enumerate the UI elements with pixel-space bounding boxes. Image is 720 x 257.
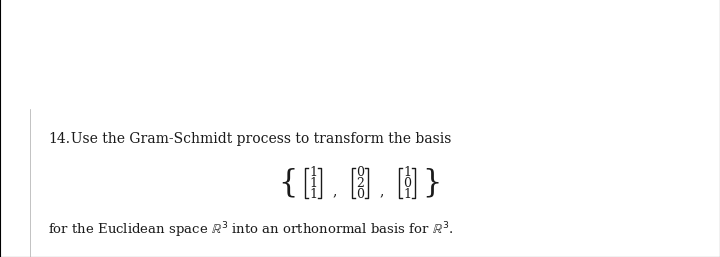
Text: α: α [417,82,424,92]
Text: ⊞: ⊞ [309,82,318,92]
Text: ▾: ▾ [325,82,330,92]
Text: 0: 0 [403,177,411,190]
Text: Tools: Tools [22,42,47,52]
Text: for the Euclidean space $\mathbb{R}^3$ into an orthonormal basis for $\mathbb{R}: for the Euclidean space $\mathbb{R}^3$ i… [48,221,454,240]
Text: ▣: ▣ [377,82,387,92]
Text: ⟳: ⟳ [24,82,33,92]
Text: 124% ▾: 124% ▾ [235,82,271,92]
Text: ✏: ✏ [397,82,406,92]
Text: ⊕: ⊕ [72,82,81,92]
Text: ,: , [333,184,337,198]
Text: {: { [279,168,297,199]
Text: ○: ○ [196,82,204,92]
Text: Use the Gram-Schmidt process to transform the basis: Use the Gram-Schmidt process to transfor… [62,132,451,146]
Text: ▨: ▨ [40,82,50,92]
FancyBboxPatch shape [65,32,202,61]
Text: Math 52_Final Exa...: Math 52_Final Exa... [84,42,171,51]
Text: ▶: ▶ [168,82,177,92]
Text: 🔍: 🔍 [58,82,63,92]
Text: 1: 1 [309,177,317,190]
Text: ↻: ↻ [433,82,442,92]
Text: 🗑: 🗑 [454,82,459,92]
Text: ↩: ↩ [469,82,478,92]
Text: 0: 0 [356,166,364,179]
Text: ?: ? [701,42,706,52]
Text: 1: 1 [403,166,411,179]
Text: ⊕: ⊕ [210,82,219,92]
Text: ⊖: ⊖ [85,82,94,92]
Text: 1: 1 [309,166,317,179]
Text: }: } [423,168,441,199]
Text: ×: × [192,42,199,51]
Text: ,: , [380,184,384,198]
Text: 14.: 14. [48,132,70,146]
Text: ⬇: ⬇ [340,82,348,92]
Text: ✋: ✋ [183,82,189,92]
Text: 14  /  14: 14 / 14 [108,82,148,92]
Text: 1: 1 [403,188,411,201]
Text: ☆: ☆ [8,82,17,92]
Text: View  Sign  Window  Help: View Sign Window Help [16,12,131,21]
Text: 2: 2 [356,177,364,190]
Text: 0: 0 [356,188,364,201]
Text: 1: 1 [309,188,317,201]
